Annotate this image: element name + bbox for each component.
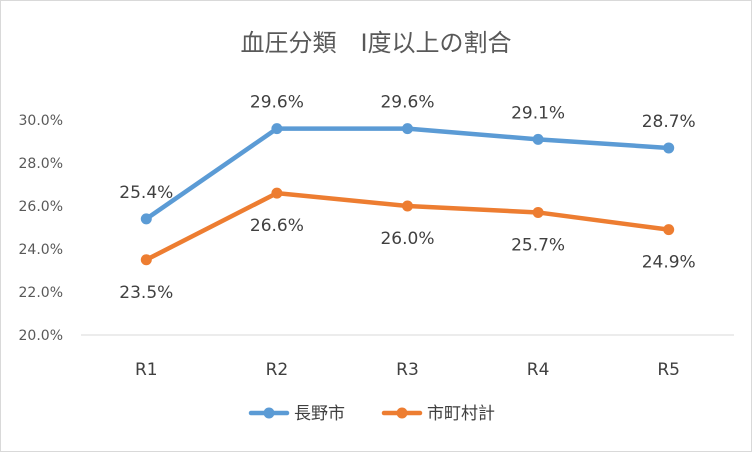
chart-title: 血圧分類 Ⅰ度以上の割合 [240,29,512,57]
legend-label-0: 長野市 [294,404,345,424]
y-tick-label: 24.0% [19,242,63,258]
y-tick-label: 30.0% [19,113,63,129]
data-point [402,123,413,135]
y-tick-label: 22.0% [19,285,63,301]
legend: 長野市 市町村計 [248,404,495,424]
y-tick-label: 26.0% [19,199,63,215]
data-label: 23.5% [119,283,173,303]
x-tick-label: R1 [135,360,158,380]
data-point [271,187,283,199]
data-label: 24.9% [642,253,696,273]
legend-label-1: 市町村計 [427,404,495,424]
data-point [402,200,413,212]
data-point [140,213,152,225]
data-point [663,224,675,236]
data-label: 29.1% [511,103,565,123]
legend-marker-1 [396,407,408,419]
series-layer: 25.4% 29.6% 29.6% 29.1% 28.7% 23.5% 26.6% 26.0%… [119,93,695,303]
y-tick-label: 28.0% [19,156,63,172]
axes: 20.0% 22.0% 24.0% 26.0% 28.0% 30.0% R1 R2 R3 R4 R5 [19,113,734,380]
x-tick-label: R2 [266,360,289,380]
legend-marker-0 [263,407,275,419]
data-label: 26.0% [380,229,434,249]
data-label: 29.6% [250,93,304,113]
data-label: 28.7% [642,112,696,132]
data-label: 25.4% [119,183,173,203]
x-tick-label: R4 [527,360,550,380]
data-point [532,133,544,145]
data-point [271,123,283,135]
data-label: 29.6% [380,93,434,113]
x-tick-label: R3 [396,360,419,380]
data-point [532,206,544,218]
y-tick-label: 20.0% [19,328,63,344]
data-point [140,254,152,266]
x-tick-label: R5 [657,360,680,380]
data-label: 25.7% [511,235,565,255]
data-label: 26.6% [250,216,304,236]
data-point [663,142,675,154]
